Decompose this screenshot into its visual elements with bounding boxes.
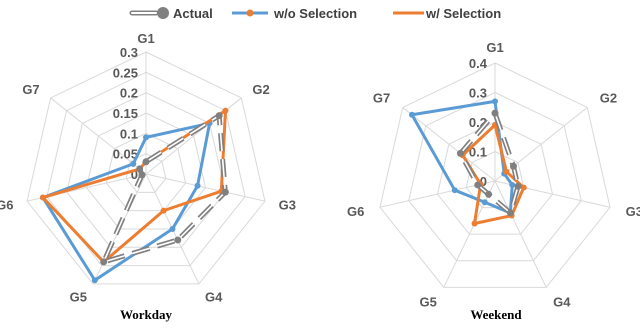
point-actual-g1 — [491, 109, 499, 117]
point-actual-g5 — [485, 190, 493, 198]
point-w-selection-g2 — [222, 107, 229, 114]
category-label-g4: G4 — [553, 295, 571, 310]
grid-ring-5 — [46, 71, 246, 267]
category-label-g3: G3 — [279, 197, 296, 212]
point-w-o-selection-g1 — [143, 134, 149, 141]
spoke-g2 — [494, 107, 588, 182]
point-actual-g6 — [138, 171, 146, 179]
legend-marker-wo-selection — [246, 9, 254, 17]
tick-label: 0 — [131, 167, 138, 182]
point-w-o-selection-g7 — [130, 160, 137, 167]
category-label-g2: G2 — [600, 90, 617, 105]
legend-label-actual: Actual — [173, 6, 213, 21]
tick-label: 0.3 — [469, 86, 487, 101]
spoke-g7 — [50, 97, 147, 175]
category-label-g2: G2 — [252, 82, 269, 97]
series-actual — [456, 109, 522, 217]
category-label-g5: G5 — [420, 295, 437, 310]
legend-marker-actual — [157, 7, 169, 19]
tick-label: 0.2 — [120, 86, 138, 101]
point-actual-g6 — [474, 181, 482, 189]
tick-label: 0.15 — [113, 106, 138, 121]
tick-label: 0 — [480, 174, 487, 189]
point-w-o-selection-g1 — [492, 98, 498, 105]
point-w-o-selection-g5 — [91, 277, 98, 284]
series-line-w-selection — [41, 109, 227, 264]
spoke-g7 — [402, 107, 496, 182]
legend: Actual w/o Selection w/ Selection — [129, 6, 501, 21]
spoke-g5 — [443, 180, 496, 288]
tick-label: 0.05 — [113, 147, 138, 162]
series-line-w-selection — [461, 123, 526, 226]
category-label-g7: G7 — [22, 82, 39, 97]
legend-label-wo-selection: w/o Selection — [273, 6, 357, 21]
grid-ring-4 — [379, 62, 611, 288]
series-w-o-selection — [408, 98, 516, 216]
category-label-g1: G1 — [137, 31, 154, 46]
category-label-g7: G7 — [373, 90, 390, 105]
category-label-g6: G6 — [347, 204, 364, 219]
grid-ring-2 — [436, 121, 554, 235]
point-actual-g1 — [142, 158, 150, 166]
point-actual-g2 — [509, 162, 517, 170]
spoke-g3 — [145, 173, 266, 202]
point-w-o-selection-g6 — [451, 187, 458, 194]
legend-item-wo-selection: w/o Selection — [232, 6, 357, 21]
legend-item-actual: Actual — [129, 6, 213, 21]
point-actual-g5 — [100, 258, 108, 266]
chart-title-weekend: Weekend — [470, 307, 522, 322]
tick-label: 0.3 — [120, 45, 138, 60]
legend-item-w-selection: w/ Selection — [393, 6, 501, 21]
point-actual-g7 — [136, 165, 144, 173]
tick-label: 0.4 — [469, 56, 488, 71]
radar-chart-workday: 0 0.05 0.1 0.15 0.2 0.25 0.3G1 G2 G3 G4 G5 G6 G7 — [0, 31, 296, 305]
chart-title-workday: Workday — [120, 307, 173, 322]
point-w-o-selection-g4 — [169, 225, 176, 232]
point-w-o-selection-g5 — [481, 199, 488, 206]
point-actual-g7 — [456, 149, 464, 157]
point-actual-g4 — [506, 209, 514, 217]
spoke-g4 — [494, 180, 547, 288]
point-actual-g2 — [215, 112, 223, 120]
point-w-selection-g2 — [503, 168, 510, 175]
point-w-o-selection-g3 — [194, 182, 201, 189]
point-actual-g4 — [174, 236, 182, 244]
category-label-g4: G4 — [205, 290, 223, 305]
point-w-selection-g3 — [520, 184, 527, 191]
grid-ring-2 — [105, 132, 187, 212]
point-actual-g3 — [221, 188, 229, 196]
tick-label: 0.1 — [120, 126, 138, 141]
point-w-selection-g4 — [160, 207, 167, 214]
point-w-o-selection-g3 — [509, 181, 516, 188]
series-actual — [100, 112, 229, 266]
point-actual-g3 — [514, 182, 522, 190]
category-label-g5: G5 — [70, 290, 87, 305]
grid-ring-3 — [85, 112, 207, 230]
category-label-g6: G6 — [0, 197, 13, 212]
tick-label: 0.1 — [469, 145, 487, 160]
legend-label-w-selection: w/ Selection — [425, 6, 501, 21]
point-w-o-selection-g7 — [408, 111, 415, 118]
point-w-selection-g6 — [39, 194, 46, 201]
series-line-actual-core — [102, 114, 227, 263]
point-w-selection-g5 — [471, 220, 478, 227]
tick-label: 0.25 — [113, 65, 138, 80]
grid-ring-3 — [408, 91, 582, 262]
category-label-g3: G3 — [626, 204, 640, 219]
grid-ring-6 — [26, 51, 266, 285]
category-label-g1: G1 — [486, 40, 503, 55]
